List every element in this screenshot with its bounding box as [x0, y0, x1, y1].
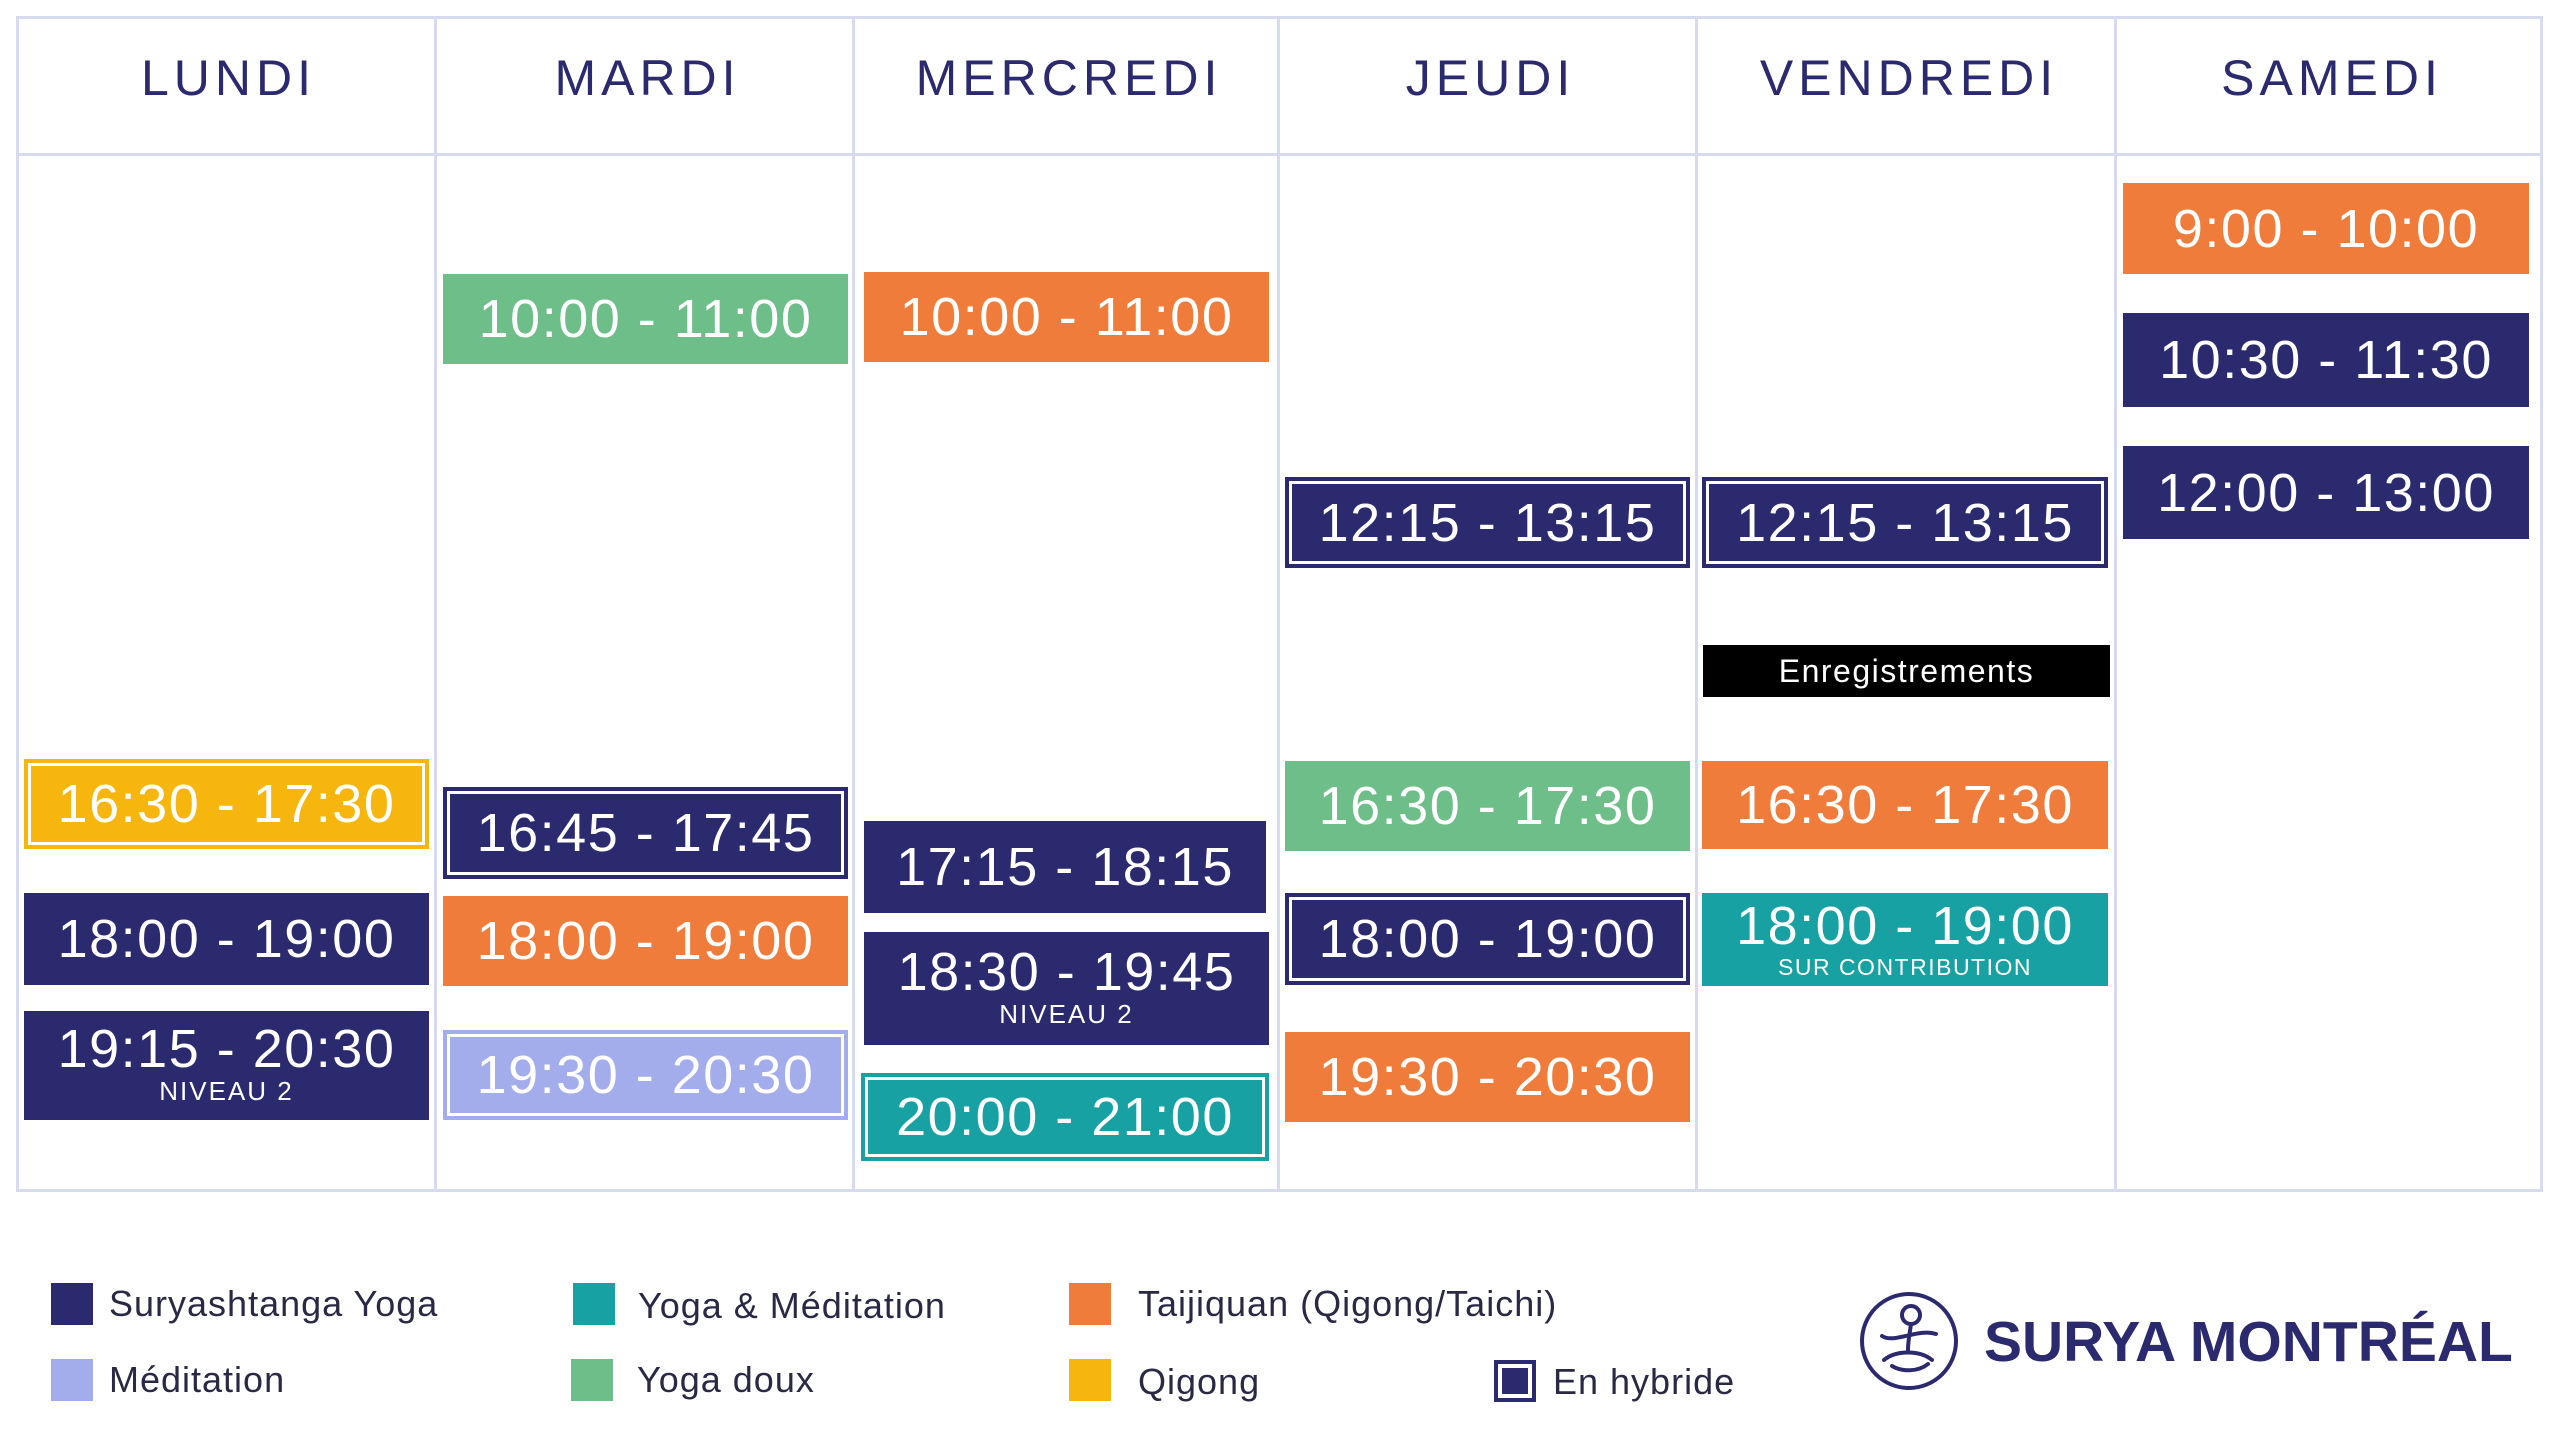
class-block: 12:15 - 13:15: [1702, 477, 2108, 568]
meditating-figure-icon: [1860, 1292, 1958, 1390]
column-divider: [2114, 16, 2117, 1192]
class-time: 19:30 - 20:30: [476, 1045, 815, 1105]
brand-name: SURYA MONTRÉAL: [1984, 1310, 2513, 1374]
legend-swatch-yoga-meditation: [573, 1283, 615, 1325]
class-time: 10:00 - 11:00: [899, 287, 1234, 347]
legend-swatch-meditation: [51, 1359, 93, 1401]
class-time: 16:45 - 17:45: [476, 803, 815, 863]
day-header-samedi: SAMEDI: [2221, 50, 2443, 106]
legend-label: Yoga & Méditation: [638, 1285, 946, 1326]
class-time: 19:30 - 20:30: [1318, 1047, 1657, 1107]
day-header-vendredi: VENDREDI: [1759, 50, 2059, 106]
class-block: 20:00 - 21:00: [861, 1073, 1269, 1161]
class-time: 17:15 - 18:15: [896, 837, 1234, 897]
legend-swatch-suryashtanga: [51, 1283, 93, 1325]
class-time: 19:15 - 20:30: [57, 1018, 396, 1079]
class-time: 18:00 - 19:00: [476, 911, 815, 971]
class-block: 19:30 - 20:30: [1285, 1032, 1690, 1122]
column-divider: [1695, 16, 1698, 1192]
class-block: 12:00 - 13:00: [2123, 446, 2529, 539]
class-block: 10:00 - 11:00: [864, 272, 1269, 362]
class-block: 19:30 - 20:30: [443, 1030, 848, 1120]
class-time: 12:15 - 13:15: [1736, 492, 2074, 553]
class-time: 10:30 - 11:30: [2159, 330, 2493, 390]
day-header-mardi: MARDI: [554, 50, 741, 106]
class-level-note: NIVEAU 2: [999, 998, 1134, 1029]
legend-label: Suryashtanga Yoga: [109, 1283, 439, 1324]
class-block: 12:15 - 13:15: [1285, 477, 1690, 568]
legend-label: Taijiquan (Qigong/Taichi): [1138, 1283, 1558, 1324]
class-block: 18:00 - 19:00 SUR CONTRIBUTION: [1702, 893, 2108, 986]
class-block: 18:00 - 19:00: [24, 893, 429, 985]
class-level-note: NIVEAU 2: [159, 1075, 294, 1106]
column-divider: [852, 16, 855, 1192]
class-time: 20:00 - 21:00: [896, 1087, 1234, 1147]
recordings-label: Enregistrements: [1778, 653, 2035, 689]
recordings-block: Enregistrements: [1703, 645, 2110, 697]
legend-swatch-qigong: [1069, 1359, 1111, 1401]
class-time: 18:30 - 19:45: [897, 941, 1236, 1002]
class-block: 16:30 - 17:30: [1285, 761, 1690, 851]
legend-swatch-taijiquan: [1069, 1283, 1111, 1325]
day-header-mercredi: MERCREDI: [915, 50, 1223, 106]
class-block: 16:30 - 17:30: [24, 759, 429, 849]
class-block: 9:00 - 10:00: [2123, 183, 2529, 274]
class-time: 12:00 - 13:00: [2157, 462, 2495, 523]
class-time: 18:00 - 19:00: [1736, 895, 2074, 956]
legend-swatch-yoga-doux: [571, 1359, 613, 1401]
class-block: 16:30 - 17:30: [1702, 761, 2108, 849]
legend-label: Yoga doux: [637, 1359, 815, 1400]
class-block: 18:00 - 19:00: [443, 896, 848, 986]
class-block: 17:15 - 18:15: [864, 821, 1266, 913]
class-block: 18:30 - 19:45 NIVEAU 2: [864, 932, 1269, 1045]
legend-swatch-hybrid: [1494, 1360, 1536, 1402]
class-block: 16:45 - 17:45: [443, 787, 848, 879]
class-block: 18:00 - 19:00: [1285, 893, 1690, 985]
class-price-note: SUR CONTRIBUTION: [1778, 953, 2032, 980]
class-time: 10:00 - 11:00: [478, 289, 813, 349]
legend-label: En hybride: [1553, 1361, 1736, 1402]
class-time: 12:15 - 13:15: [1318, 492, 1657, 553]
day-header-lundi: LUNDI: [140, 50, 317, 106]
column-divider: [1277, 16, 1280, 1192]
class-time: 16:30 - 17:30: [1736, 775, 2074, 835]
column-divider: [434, 16, 437, 1192]
class-block: 10:30 - 11:30: [2123, 313, 2529, 407]
class-time: 16:30 - 17:30: [1318, 776, 1657, 836]
class-block: 10:00 - 11:00: [443, 274, 848, 364]
class-time: 18:00 - 19:00: [1318, 909, 1657, 969]
legend-label: Qigong: [1138, 1361, 1261, 1402]
class-block: 19:15 - 20:30 NIVEAU 2: [24, 1011, 429, 1120]
day-header-jeudi: JEUDI: [1405, 50, 1576, 106]
class-time: 16:30 - 17:30: [57, 774, 396, 834]
legend-label: Méditation: [109, 1359, 286, 1400]
class-time: 9:00 - 10:00: [2172, 198, 2480, 259]
class-time: 18:00 - 19:00: [57, 909, 396, 969]
